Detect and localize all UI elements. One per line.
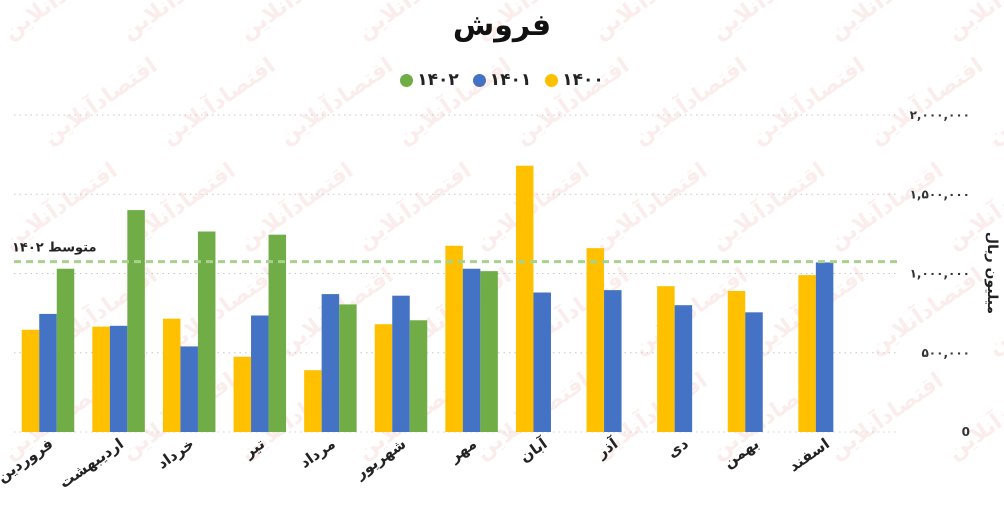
bar-۱۴۰۱-فروردین: [39, 313, 57, 432]
watermark-text: اقتصادآنلاین: [351, 156, 476, 255]
bar-۱۴۰۰-دی: [657, 286, 675, 432]
watermark-text: اقتصادآنلاین: [863, 51, 988, 150]
legend-label-1400: ۱۴۰۰: [562, 70, 604, 90]
y-tick-label: ۱,۰۰۰,۰۰۰: [910, 267, 970, 281]
watermark-text: اقتصادآنلاین: [823, 156, 948, 255]
bar-۱۴۰۲-تیر: [268, 234, 287, 432]
bar-۱۴۰۱-بهمن: [745, 312, 763, 432]
legend-marker-1400: [545, 73, 559, 87]
watermark-text: اقتصادآنلاین: [469, 0, 594, 45]
bar-۱۴۰۰-بهمن: [727, 290, 746, 432]
bar-۱۴۰۲-خرداد: [197, 231, 216, 432]
bar-۱۴۰۱-اسفند: [815, 262, 834, 432]
bar-۱۴۰۰-اردیبهشت: [92, 326, 110, 432]
x-tick-label: اسفند: [785, 435, 833, 476]
bar-۱۴۰۱-اردیبهشت: [109, 325, 128, 432]
watermark-text: اقتصادآنلاین: [941, 366, 1004, 465]
chart-legend: ۱۴۰۲ ۱۴۰۱ ۱۴۰۰: [0, 70, 1004, 90]
bar-۱۴۰۰-آبان: [515, 165, 534, 432]
bar-۱۴۰۰-تیر: [233, 356, 252, 432]
bar-۱۴۰۰-شهریور: [374, 324, 393, 432]
watermark-text: اقتصادآنلاین: [627, 51, 752, 150]
legend-item-1401: ۱۴۰۱: [472, 70, 532, 90]
bar-۱۴۰۱-آذر: [604, 290, 622, 432]
x-tick-label: مرداد: [296, 435, 338, 472]
y-tick-label: ۲,۰۰۰,۰۰۰: [910, 108, 970, 122]
bar-۱۴۰۱-دی: [674, 305, 693, 432]
bar-۱۴۰۲-مرداد: [339, 304, 357, 432]
watermark-text: اقتصادآنلاین: [115, 0, 240, 45]
bar-۱۴۰۰-اسفند: [798, 275, 816, 432]
chart-title: فروش: [452, 8, 552, 43]
y-tick-label: ۱,۵۰۰,۰۰۰: [910, 187, 970, 201]
legend-label-1401: ۱۴۰۱: [489, 70, 532, 90]
bar-۱۴۰۱-تیر: [251, 315, 269, 432]
legend-marker-1401: [472, 73, 486, 87]
watermark-text: اقتصادآنلاین: [823, 0, 948, 45]
y-axis-title: میلیون ریال: [984, 232, 1000, 314]
bar-۱۴۰۲-شهریور: [409, 320, 428, 432]
bar-۱۴۰۲-مهر: [480, 271, 498, 432]
bar-۱۴۰۰-آذر: [586, 248, 605, 432]
x-tick-label: دی: [664, 434, 692, 461]
x-tick-label: اردیبهشت: [56, 435, 127, 492]
watermark-text: اقتصادآنلاین: [233, 0, 358, 45]
legend-label-1402: ۱۴۰۲: [417, 70, 459, 90]
watermark-text: اقتصادآنلاین: [351, 0, 476, 45]
y-tick-label: ۵۰۰,۰۰۰: [921, 346, 970, 360]
watermark-text: اقتصادآنلاین: [0, 0, 122, 45]
watermark-text: اقتصادآنلاین: [587, 156, 712, 255]
bar-۱۴۰۲-اردیبهشت: [127, 210, 145, 432]
average-reference-label: متوسط ۱۴۰۲: [12, 241, 97, 256]
bar-۱۴۰۱-آبان: [533, 292, 551, 432]
watermark-layer: اقتصادآنلایناقتصادآنلایناقتصادآنلایناقتص…: [0, 0, 1004, 465]
bar-۱۴۰۱-مهر: [462, 268, 481, 432]
watermark-text: اقتصادآنلاین: [233, 156, 358, 255]
bar-۱۴۰۰-مهر: [445, 245, 463, 432]
watermark-text: اقتصادآنلاین: [823, 366, 948, 465]
legend-item-1402: ۱۴۰۲: [400, 70, 459, 90]
legend-marker-1402: [400, 73, 414, 87]
bar-۱۴۰۱-خرداد: [180, 346, 198, 432]
legend-item-1400: ۱۴۰۰: [545, 70, 604, 90]
watermark-text: اقتصادآنلاین: [941, 0, 1004, 45]
bar-۱۴۰۱-مرداد: [321, 294, 340, 432]
watermark-text: اقتصادآنلاین: [705, 156, 830, 255]
bar-۱۴۰۰-مرداد: [304, 370, 322, 432]
watermark-text: اقتصادآنلاین: [705, 0, 830, 45]
bar-۱۴۰۰-فروردین: [21, 329, 40, 432]
watermark-text: اقتصادآنلاین: [37, 51, 162, 150]
watermark-text: اقتصادآنلاین: [509, 51, 634, 150]
watermark-text: اقتصادآنلاین: [155, 51, 280, 150]
watermark-text: اقتصادآنلاین: [391, 51, 516, 150]
x-tick-label: مهر: [445, 435, 480, 467]
y-tick-label: 0: [962, 425, 970, 439]
watermark-text: اقتصادآنلاین: [745, 51, 870, 150]
watermark-text: اقتصادآنلاین: [273, 51, 398, 150]
bar-۱۴۰۲-فروردین: [56, 268, 75, 432]
watermark-text: اقتصادآنلاین: [981, 51, 1004, 150]
bar-۱۴۰۰-خرداد: [162, 318, 181, 432]
watermark-text: اقتصادآنلاین: [587, 0, 712, 45]
bar-۱۴۰۱-شهریور: [392, 295, 410, 432]
